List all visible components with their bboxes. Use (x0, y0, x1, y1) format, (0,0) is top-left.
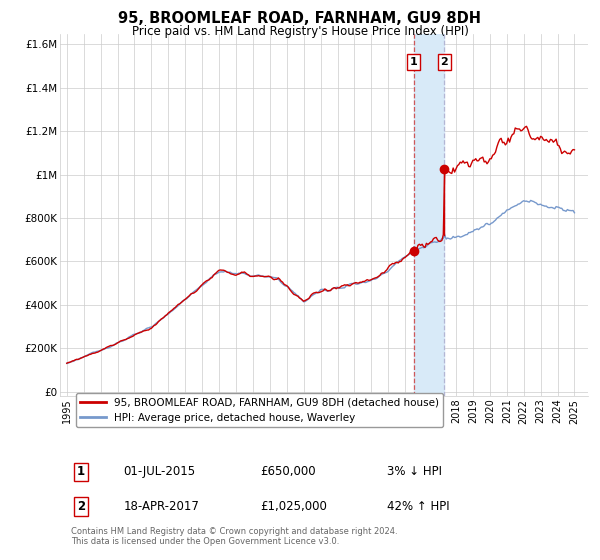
Text: 01-JUL-2015: 01-JUL-2015 (124, 465, 196, 478)
Text: £650,000: £650,000 (260, 465, 316, 478)
Bar (413, 34, 444, 396)
Text: 1: 1 (77, 465, 85, 478)
Text: 3% ↓ HPI: 3% ↓ HPI (388, 465, 442, 478)
Text: £1,025,000: £1,025,000 (260, 500, 328, 514)
Text: Price paid vs. HM Land Registry's House Price Index (HPI): Price paid vs. HM Land Registry's House … (131, 25, 469, 38)
Legend: 95, BROOMLEAF ROAD, FARNHAM, GU9 8DH (detached house), HPI: Average price, detac: 95, BROOMLEAF ROAD, FARNHAM, GU9 8DH (de… (76, 393, 443, 427)
Text: 1: 1 (410, 57, 418, 67)
Text: Contains HM Land Registry data © Crown copyright and database right 2024.
This d: Contains HM Land Registry data © Crown c… (71, 527, 397, 547)
Text: 2: 2 (77, 500, 85, 514)
Text: 2: 2 (440, 57, 448, 67)
Text: 42% ↑ HPI: 42% ↑ HPI (388, 500, 450, 514)
Text: 95, BROOMLEAF ROAD, FARNHAM, GU9 8DH: 95, BROOMLEAF ROAD, FARNHAM, GU9 8DH (119, 11, 482, 26)
Text: 18-APR-2017: 18-APR-2017 (124, 500, 199, 514)
